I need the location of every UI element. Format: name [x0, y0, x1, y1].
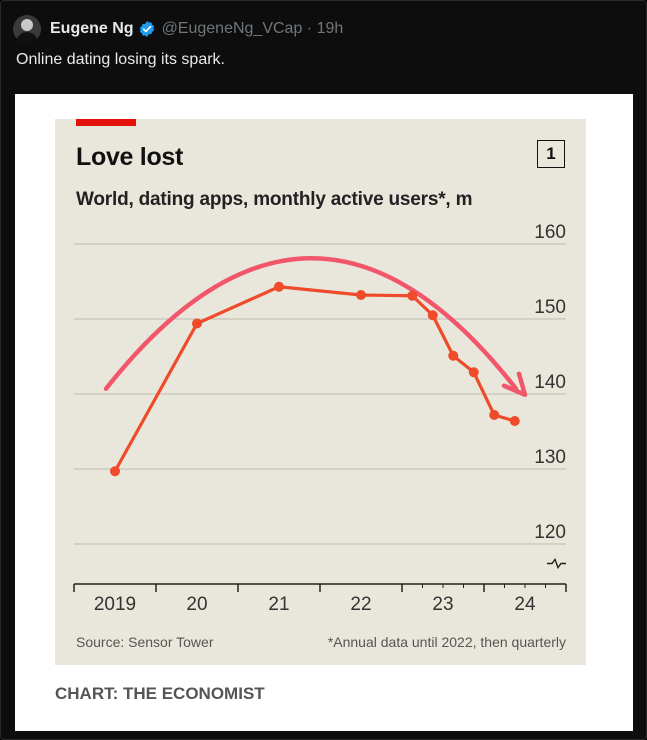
data-point-9 [509, 416, 520, 426]
tweet-header: Eugene Ng @EugeneNg_VCap · 19h [13, 15, 343, 43]
author-name[interactable]: Eugene Ng [50, 20, 134, 37]
chart-panel: Love lost World, dating apps, monthly ac… [55, 119, 586, 665]
series-line [113, 285, 516, 473]
economist-red-bar [76, 119, 136, 126]
x-tick-label-20: 20 [186, 594, 207, 615]
author-handle[interactable]: @EugeneNg_VCap · 19h [161, 20, 344, 37]
y-tick-label-130: 130 [534, 447, 566, 468]
data-point-8 [489, 410, 500, 420]
data-point-0 [110, 466, 120, 477]
x-tick-label-22: 22 [350, 594, 371, 615]
data-point-1 [192, 318, 202, 329]
x-tick-label-24: 24 [514, 594, 536, 615]
data-point-7 [468, 367, 479, 378]
data-point-3 [356, 290, 366, 300]
chart-number-badge: 1 [537, 140, 565, 168]
chart-title: Love lost [76, 143, 184, 171]
data-point-6 [448, 350, 459, 361]
trend-arrowhead-icon [501, 371, 528, 397]
data-point-2 [274, 281, 284, 292]
x-tick-label-21: 21 [268, 594, 289, 615]
tweet-time: 19h [316, 20, 344, 37]
chart-subtitle: World, dating apps, monthly active users… [76, 189, 473, 210]
chart-footnote: *Annual data until 2022, then quarterly [327, 634, 566, 650]
tweet-media-image[interactable]: Love lost World, dating apps, monthly ac… [15, 94, 633, 731]
y-tick-label-160: 160 [534, 222, 566, 243]
avatar[interactable] [13, 15, 41, 43]
x-tick-label-2019: 2019 [94, 594, 136, 615]
y-tick-label-150: 150 [534, 297, 566, 318]
line-chart: 120 130 140 150 160 2019 20 21 22 23 24 [73, 222, 567, 615]
tweet-text: Online dating losing its spark. [16, 51, 225, 68]
x-tick-label-23: 23 [432, 594, 453, 615]
y-tick-label-120: 120 [534, 522, 566, 543]
chart-source: Source: Sensor Tower [76, 634, 214, 650]
y-tick-label-140: 140 [534, 372, 566, 393]
chart-credit: CHART: THE ECONOMIST [55, 684, 265, 703]
data-point-5 [427, 310, 438, 321]
axis-break-icon [547, 558, 566, 569]
verified-badge-icon [139, 21, 154, 37]
trend-arrow-curve [103, 256, 519, 391]
data-point-4 [407, 290, 418, 301]
